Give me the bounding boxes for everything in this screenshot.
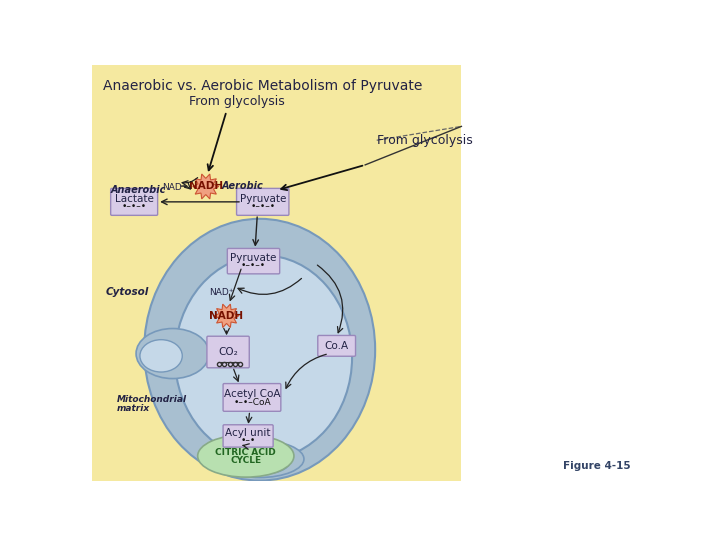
Text: matrix: matrix xyxy=(117,404,150,414)
Text: From glycolysis: From glycolysis xyxy=(377,134,472,147)
Text: CO₂: CO₂ xyxy=(218,347,238,357)
Text: Acetyl CoA: Acetyl CoA xyxy=(224,389,280,400)
Text: •–•–•: •–•–• xyxy=(250,202,275,211)
Text: •–•–•: •–•–• xyxy=(122,202,147,211)
Text: •–•–CoA: •–•–CoA xyxy=(233,397,271,407)
FancyBboxPatch shape xyxy=(111,188,158,215)
FancyBboxPatch shape xyxy=(318,335,356,356)
FancyBboxPatch shape xyxy=(223,425,273,447)
Text: NADH: NADH xyxy=(210,311,243,321)
Polygon shape xyxy=(193,174,219,199)
Text: •–•–•: •–•–• xyxy=(241,261,266,270)
Text: CYCLE: CYCLE xyxy=(230,456,261,465)
Text: NADH: NADH xyxy=(189,181,222,192)
Text: •–•: •–• xyxy=(240,436,256,445)
Text: Pyruvate: Pyruvate xyxy=(230,253,276,263)
FancyBboxPatch shape xyxy=(223,383,281,411)
Bar xyxy=(92,65,462,481)
Ellipse shape xyxy=(136,328,210,379)
Ellipse shape xyxy=(215,441,304,477)
Text: Lactate: Lactate xyxy=(114,194,153,204)
Text: Pyruvate: Pyruvate xyxy=(240,194,286,204)
Ellipse shape xyxy=(175,255,352,460)
Text: Co.A: Co.A xyxy=(325,341,348,351)
FancyBboxPatch shape xyxy=(228,248,279,274)
Polygon shape xyxy=(215,304,239,328)
Text: NAD⁺: NAD⁺ xyxy=(162,184,186,192)
Text: Anaerobic: Anaerobic xyxy=(111,185,166,194)
Text: Anaerobic vs. Aerobic Metabolism of Pyruvate: Anaerobic vs. Aerobic Metabolism of Pyru… xyxy=(104,79,423,93)
Ellipse shape xyxy=(198,435,294,477)
Ellipse shape xyxy=(230,450,289,475)
Text: From glycolysis: From glycolysis xyxy=(189,95,284,108)
Text: Acyl unit: Acyl unit xyxy=(225,428,271,438)
FancyBboxPatch shape xyxy=(237,188,289,215)
Ellipse shape xyxy=(140,340,182,372)
Text: NAD⁺: NAD⁺ xyxy=(209,288,233,297)
Text: Cytosol: Cytosol xyxy=(106,287,149,297)
Text: Figure 4-15: Figure 4-15 xyxy=(563,461,631,471)
Text: Mitochondrial: Mitochondrial xyxy=(117,395,186,404)
Text: Aerobic: Aerobic xyxy=(221,181,263,191)
FancyBboxPatch shape xyxy=(207,336,249,368)
Text: CITRIC ACID: CITRIC ACID xyxy=(215,448,276,457)
Ellipse shape xyxy=(144,219,375,481)
